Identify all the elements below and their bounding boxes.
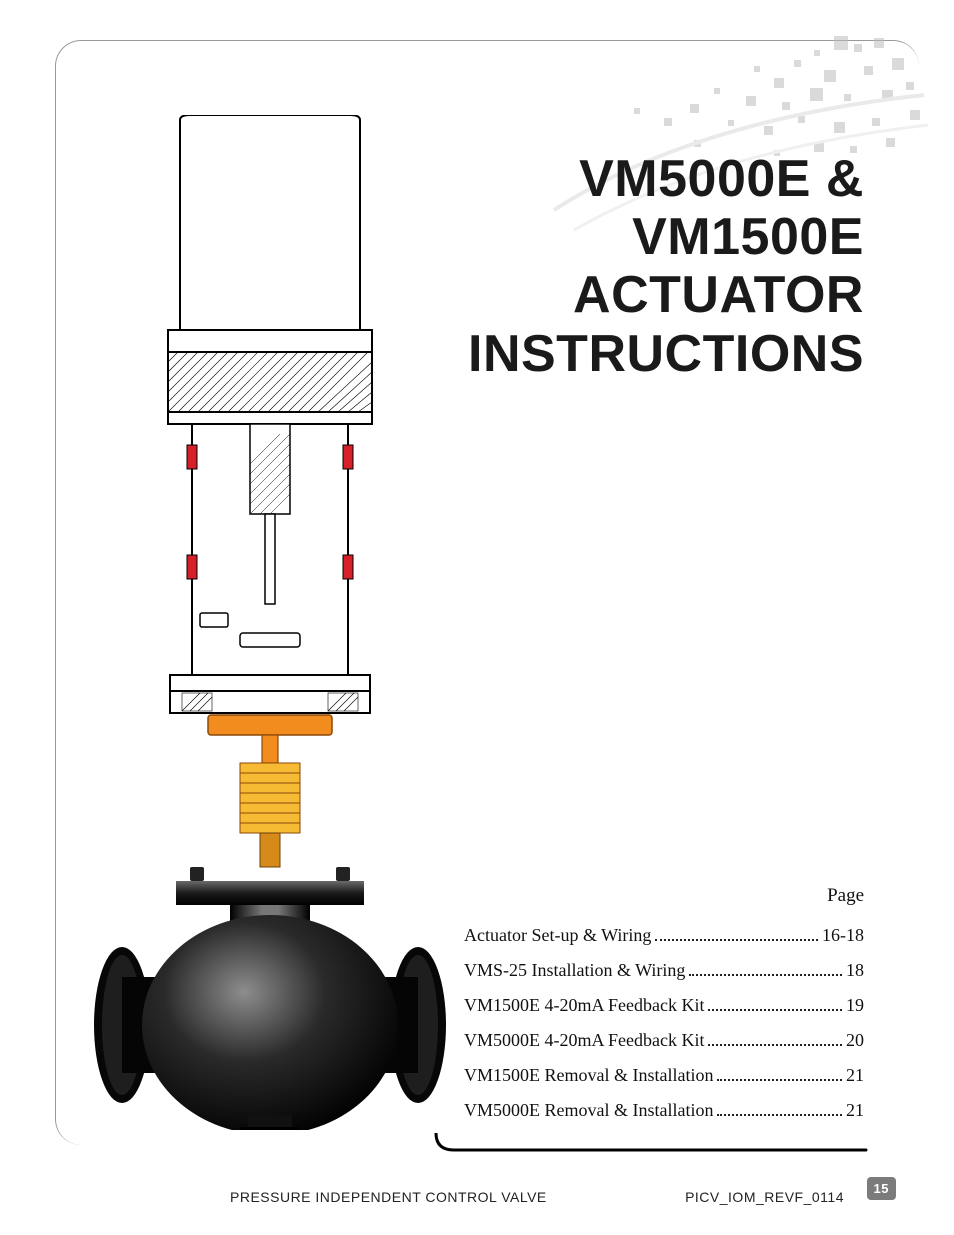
toc-underline-bracket (434, 1133, 869, 1153)
toc-header: Page (464, 885, 864, 907)
title-line-1: VM5000E & (464, 150, 864, 208)
toc-label: VMS-25 Installation & Wiring (464, 960, 685, 981)
toc-row: VMS-25 Installation & Wiring 18 (464, 960, 864, 981)
toc-leader (717, 1114, 842, 1116)
toc-row: VM5000E 4-20mA Feedback Kit 20 (464, 1030, 864, 1051)
toc-page: 21 (846, 1100, 864, 1121)
title-line-2: VM1500E (464, 208, 864, 266)
toc-label: VM5000E 4-20mA Feedback Kit (464, 1030, 704, 1051)
toc-leader (708, 1009, 842, 1011)
toc-row: VM5000E Removal & Installation 21 (464, 1100, 864, 1121)
toc-page: 18 (846, 960, 864, 981)
toc-row: VM1500E 4-20mA Feedback Kit 19 (464, 995, 864, 1016)
toc-leader (689, 974, 842, 976)
actuator-valve-figure (90, 115, 450, 1130)
toc-label: VM5000E Removal & Installation (464, 1100, 713, 1121)
toc-label: VM1500E Removal & Installation (464, 1065, 713, 1086)
toc-page: 16-18 (822, 925, 864, 946)
title-line-4: INSTRUCTIONS (464, 325, 864, 383)
page-number-badge: 15 (867, 1177, 896, 1200)
title-line-3: ACTUATOR (464, 266, 864, 324)
toc-leader (708, 1044, 842, 1046)
page-title: VM5000E & VM1500E ACTUATOR INSTRUCTIONS (464, 150, 864, 383)
toc-page: 19 (846, 995, 864, 1016)
toc-leader (655, 939, 818, 941)
toc-row: Actuator Set-up & Wiring 16-18 (464, 925, 864, 946)
toc-page: 21 (846, 1065, 864, 1086)
toc-page: 20 (846, 1030, 864, 1051)
toc-leader (717, 1079, 842, 1081)
footer-right-text: PICV_IOM_REVF_0114 (685, 1189, 844, 1205)
toc-row: VM1500E Removal & Installation 21 (464, 1065, 864, 1086)
table-of-contents: Page Actuator Set-up & Wiring 16-18 VMS-… (464, 885, 864, 1135)
footer-left-text: PRESSURE INDEPENDENT CONTROL VALVE (230, 1189, 547, 1205)
toc-label: VM1500E 4-20mA Feedback Kit (464, 995, 704, 1016)
toc-label: Actuator Set-up & Wiring (464, 925, 651, 946)
